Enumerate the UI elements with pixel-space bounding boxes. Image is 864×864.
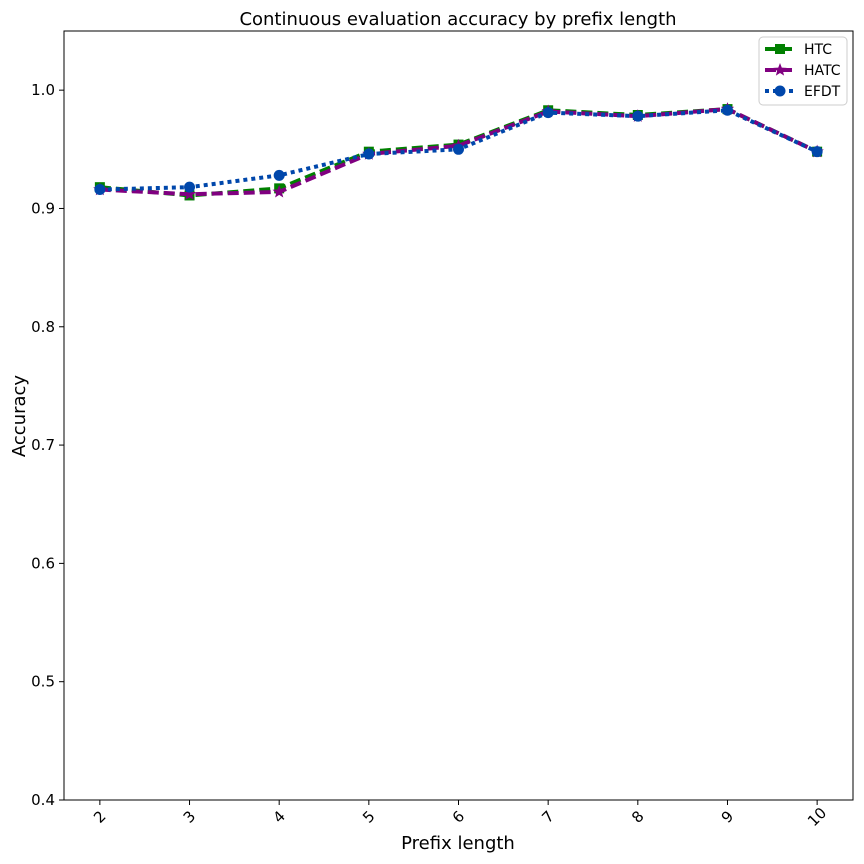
y-tick-label: 0.4 <box>31 791 55 809</box>
y-axis-label: Accuracy <box>9 375 30 458</box>
data-point-hatc <box>182 187 197 200</box>
y-tick-label: 0.6 <box>31 554 55 572</box>
legend: HTC HATC EFDT <box>758 36 848 106</box>
data-point-efdt <box>542 107 554 119</box>
y-tick-label: 0.9 <box>31 199 55 217</box>
legend-label: HTC <box>804 42 832 58</box>
legend-label: EFDT <box>804 84 841 100</box>
legend-label: HATC <box>804 63 841 79</box>
chart-title: Continuous evaluation accuracy by prefix… <box>239 9 676 30</box>
data-point-hatc <box>272 184 286 198</box>
data-point-efdt <box>184 181 196 193</box>
legend-marker <box>773 63 787 76</box>
series-efdt <box>94 104 823 196</box>
data-point-efdt <box>273 169 285 181</box>
y-tick-label: 0.8 <box>31 318 55 336</box>
data-point-efdt <box>811 146 823 158</box>
y-axis: 0.4 0.5 0.6 0.7 0.8 0.9 1.0 <box>31 81 64 809</box>
legend-item: HTC <box>765 42 832 58</box>
data-point-efdt <box>632 110 644 122</box>
series-layer <box>93 102 824 201</box>
y-tick-label: 0.5 <box>31 673 55 691</box>
legend-item: HATC <box>765 63 841 79</box>
data-point-efdt <box>453 143 464 155</box>
legend-marker <box>774 85 786 97</box>
data-point-efdt <box>94 184 106 196</box>
y-tick-label: 1.0 <box>31 81 55 99</box>
data-point-efdt <box>721 104 733 116</box>
data-point-efdt <box>363 148 375 160</box>
y-tick-label: 0.7 <box>31 436 55 454</box>
legend-item: EFDT <box>765 84 841 100</box>
legend-marker <box>775 44 785 54</box>
x-axis-label: Prefix length <box>401 833 515 854</box>
